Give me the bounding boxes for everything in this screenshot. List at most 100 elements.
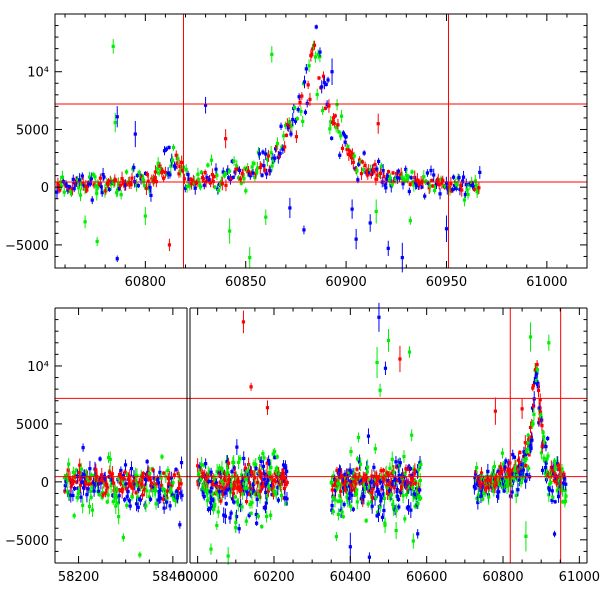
data-point [169,486,173,490]
data-point [388,466,392,470]
data-point [91,172,95,177]
data-point [200,463,204,467]
data-point [246,169,251,173]
data-point [387,482,391,487]
data-point [58,188,62,192]
data-point [537,417,541,421]
data-point [315,92,319,97]
data-point [99,185,103,189]
data-point [159,483,164,488]
data-point [273,450,277,454]
data-point [552,459,557,463]
data-point [138,498,142,502]
data-point [481,497,485,501]
data-point [172,473,176,477]
data-point [542,456,546,460]
data-point [542,443,546,447]
data-point [84,470,89,474]
data-point [341,481,345,485]
data-point [519,481,523,485]
data-point [349,450,353,454]
data-point [358,158,362,162]
data-point [524,457,528,461]
data-point [115,188,120,192]
data-point [157,481,161,485]
data-point [166,468,170,473]
data-point [356,178,360,182]
data-point [370,496,375,500]
data-point [215,173,219,177]
data-point [525,447,529,451]
data-point [224,502,228,506]
data-point [302,80,307,84]
data-point [192,181,196,185]
data-point [249,470,254,474]
data-point [378,388,382,392]
data-point [222,487,226,491]
data-point [265,157,270,162]
data-point [267,471,271,475]
data-point [371,487,375,491]
data-point [176,494,180,498]
data-point [129,182,133,187]
data-point [368,484,372,488]
data-point [92,481,96,485]
data-point [503,479,508,483]
data-point [226,466,230,470]
data-point [295,116,299,121]
data-point [318,50,322,54]
data-point [491,479,495,484]
data-point [130,176,134,180]
data-point [112,481,116,485]
data-point [346,473,351,478]
data-point [163,170,168,175]
data-point [175,489,179,493]
data-point [121,535,125,540]
data-point [434,182,439,186]
data-point [304,67,308,71]
data-point [532,404,536,408]
data-point [165,489,170,493]
data-point [151,468,155,472]
data-point [248,174,252,178]
data-point [330,136,334,140]
data-point [372,169,376,174]
data-point [443,185,448,189]
data-point [244,189,248,193]
data-point [415,178,420,182]
data-point [252,482,256,486]
data-point [272,489,276,493]
data-point [293,105,297,110]
data-point [115,191,119,195]
data-point [230,497,235,501]
data-point [411,539,415,543]
data-point [79,495,83,499]
data-point [503,465,507,469]
data-point [429,168,433,173]
data-point [367,171,372,175]
data-point [277,472,281,476]
data-point [73,486,77,491]
data-point [148,185,152,190]
data-point [381,476,385,480]
data-point [334,535,338,539]
data-point [361,476,365,480]
data-point [531,386,535,390]
data-point [472,187,476,191]
data-point [196,482,200,487]
data-point [126,489,130,494]
data-point [134,502,139,506]
data-point [357,460,362,464]
data-point [130,495,134,499]
data-point [561,481,566,485]
data-point [205,499,209,503]
data-point [556,462,560,466]
data-point [427,186,431,190]
data-point [339,508,343,512]
data-point [158,470,162,474]
data-point [531,422,535,426]
data-point [555,460,559,464]
data-point [337,482,341,486]
data-point [178,164,182,169]
data-point [111,500,115,504]
